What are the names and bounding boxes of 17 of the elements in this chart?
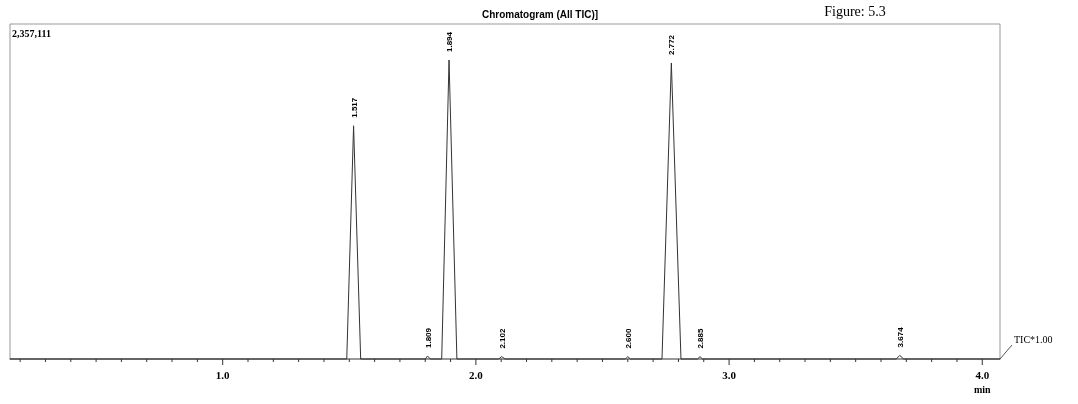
annotation: 3.674: [895, 326, 905, 348]
text: Figure: 5.3: [824, 4, 886, 19]
text: 2,357,111: [12, 28, 51, 39]
annotation: 1.517: [349, 97, 359, 118]
x-tick-label: 3.0: [722, 369, 737, 381]
x-tick-label: 1.0: [215, 369, 231, 381]
series-label: TIC*1.00: [1014, 334, 1053, 345]
annotation: 2.772: [667, 34, 677, 55]
x-tick-label: 2.0: [469, 369, 484, 381]
x-tick-label: 4.0: [975, 369, 990, 381]
chart-title: Chromatogram (All TIC)]: [481, 9, 599, 20]
annotation: 1.809: [423, 327, 433, 349]
annotation: 2.102: [497, 328, 507, 349]
x-axis-title: min: [973, 384, 992, 395]
annotation: 2.600: [623, 328, 633, 349]
annotation: 1.894: [445, 31, 455, 52]
annotation: 2.885: [695, 328, 705, 349]
